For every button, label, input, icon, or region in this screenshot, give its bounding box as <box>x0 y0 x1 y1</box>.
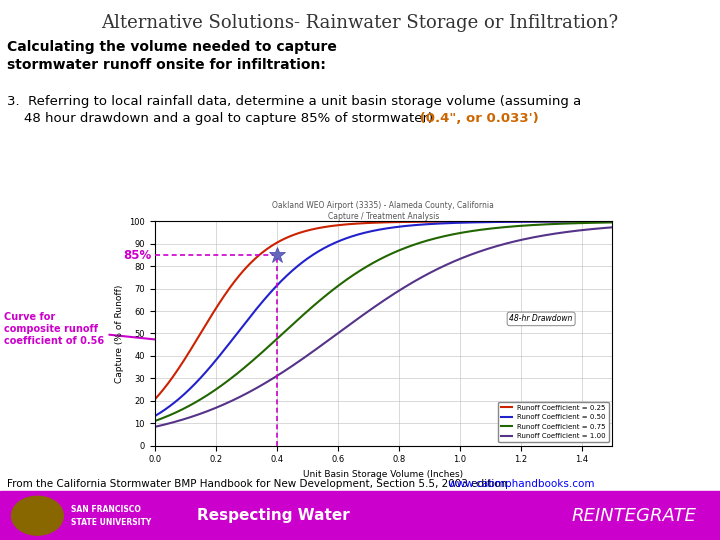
Y-axis label: Capture (% of Runoff): Capture (% of Runoff) <box>114 284 124 383</box>
Runoff Coefficient = 0.50 <box>370 227 379 234</box>
Text: From the California Stormwater BMP Handbook for New Development, Section 5.5, 20: From the California Stormwater BMP Handb… <box>7 478 510 489</box>
Runoff Coefficient = 0.25 <box>608 218 616 225</box>
Line: Runoff Coefficient = 0.50: Runoff Coefficient = 0.50 <box>155 221 612 416</box>
Runoff Coefficient = 0.25 <box>370 219 379 226</box>
Text: Curve for
composite runoff
coefficient of 0.56: Curve for composite runoff coefficient o… <box>4 312 189 346</box>
Text: Calculating the volume needed to capture
stormwater runoff onsite for infiltrati: Calculating the volume needed to capture… <box>7 40 337 72</box>
Runoff Coefficient = 1.00 <box>423 271 431 278</box>
Runoff Coefficient = 1.00 <box>398 286 407 292</box>
Text: REINTEGRATE: REINTEGRATE <box>571 507 696 525</box>
Text: 85%: 85% <box>123 248 151 261</box>
Runoff Coefficient = 1.00 <box>525 235 534 241</box>
Runoff Coefficient = 1.00 <box>608 224 616 231</box>
Runoff Coefficient = 0.50 <box>368 228 377 234</box>
Runoff Coefficient = 0.50 <box>423 221 431 227</box>
Line: Runoff Coefficient = 0.75: Runoff Coefficient = 0.75 <box>155 222 612 421</box>
Runoff Coefficient = 0.25 <box>525 218 534 225</box>
Runoff Coefficient = 0.25 <box>150 396 159 403</box>
Runoff Coefficient = 0.75 <box>368 260 377 267</box>
Title: Oakland WEO Airport (3335) - Alameda County, California
Capture / Treatment Anal: Oakland WEO Airport (3335) - Alameda Cou… <box>272 201 495 221</box>
Runoff Coefficient = 0.75 <box>398 246 407 252</box>
Runoff Coefficient = 1.00 <box>368 306 377 312</box>
Runoff Coefficient = 1.00 <box>597 225 606 232</box>
Runoff Coefficient = 1.00 <box>150 423 159 430</box>
Circle shape <box>12 496 63 535</box>
Runoff Coefficient = 0.75 <box>597 219 606 226</box>
Bar <box>0 491 720 540</box>
Runoff Coefficient = 0.50 <box>608 218 616 225</box>
Runoff Coefficient = 0.75 <box>150 418 159 424</box>
Text: (0.4", or 0.033'): (0.4", or 0.033') <box>415 112 539 125</box>
Runoff Coefficient = 0.50 <box>398 223 407 230</box>
Line: Runoff Coefficient = 1.00: Runoff Coefficient = 1.00 <box>155 227 612 427</box>
Runoff Coefficient = 0.25 <box>398 219 407 225</box>
Runoff Coefficient = 0.75 <box>370 259 379 265</box>
Line: Runoff Coefficient = 0.25: Runoff Coefficient = 0.25 <box>155 221 612 400</box>
Text: 48-hr Drawdown: 48-hr Drawdown <box>510 314 573 323</box>
Text: 48 hour drawdown and a goal to capture 85% of stormwater): 48 hour drawdown and a goal to capture 8… <box>7 112 433 125</box>
Runoff Coefficient = 0.75 <box>608 219 616 226</box>
Text: Respecting Water: Respecting Water <box>197 508 350 523</box>
Runoff Coefficient = 0.50 <box>150 413 159 420</box>
Text: SAN FRANCISCO: SAN FRANCISCO <box>71 505 140 514</box>
Text: Alternative Solutions- Rainwater Storage or Infiltration?: Alternative Solutions- Rainwater Storage… <box>102 14 618 31</box>
Legend: Runoff Coefficient = 0.25, Runoff Coefficient = 0.50, Runoff Coefficient = 0.75,: Runoff Coefficient = 0.25, Runoff Coeffi… <box>498 402 608 442</box>
Runoff Coefficient = 0.75 <box>525 222 534 228</box>
Runoff Coefficient = 0.25 <box>597 218 606 225</box>
Runoff Coefficient = 0.50 <box>597 218 606 225</box>
Runoff Coefficient = 0.75 <box>423 238 431 244</box>
Runoff Coefficient = 0.25 <box>368 220 377 226</box>
Text: www.cabmphandbooks.com: www.cabmphandbooks.com <box>445 478 595 489</box>
X-axis label: Unit Basin Storage Volume (Inches): Unit Basin Storage Volume (Inches) <box>303 470 464 479</box>
Text: 3.  Referring to local rainfall data, determine a unit basin storage volume (ass: 3. Referring to local rainfall data, det… <box>7 94 582 107</box>
Runoff Coefficient = 0.50 <box>525 219 534 225</box>
Text: STATE UNIVERSITY: STATE UNIVERSITY <box>71 518 150 526</box>
Runoff Coefficient = 1.00 <box>370 303 379 310</box>
Runoff Coefficient = 0.25 <box>423 219 431 225</box>
